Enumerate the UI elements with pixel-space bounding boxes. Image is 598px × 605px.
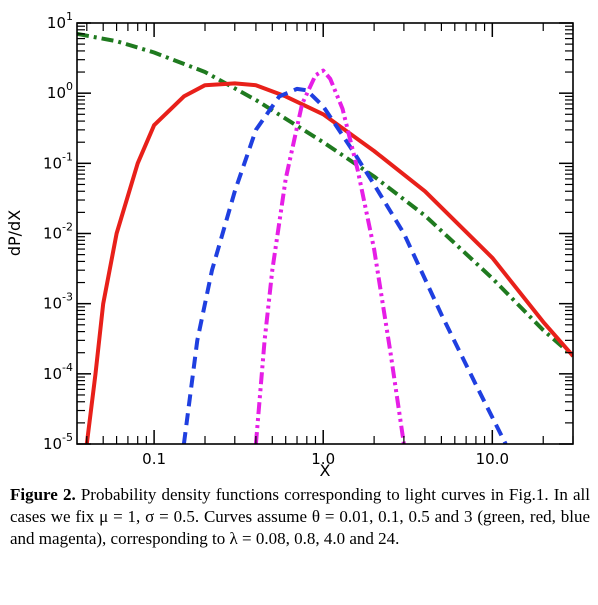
x-tick-label: 0.1 <box>142 450 166 468</box>
y-tick-label: 10-4 <box>43 361 73 383</box>
y-tick-label: 100 <box>47 80 73 102</box>
series-line-3 <box>181 86 508 444</box>
caption-text: Probability density functions correspond… <box>10 485 590 548</box>
y-tick-label: 10-1 <box>43 150 73 172</box>
y-tick-label: 10-2 <box>43 221 73 243</box>
x-tick-label: 1.0 <box>311 450 335 468</box>
y-tick-label: 10-5 <box>43 431 73 453</box>
series-line-2 <box>84 81 573 444</box>
chart: 0.1 1.0 10.0 101 100 10-1 10-2 10-3 10-4 10-5 X d… <box>5 10 574 480</box>
figure-caption: Figure 2. Probability density functions … <box>10 484 590 550</box>
x-axis-label: X <box>320 461 331 480</box>
caption-label: Figure 2. <box>10 485 76 504</box>
y-tick-label: 10-3 <box>43 291 73 313</box>
series-line-4 <box>253 68 406 444</box>
plot-frame <box>76 22 574 445</box>
x-tick-label: 10.0 <box>476 450 509 468</box>
series-line-1 <box>77 31 573 358</box>
y-axis-label: dP/dX <box>5 210 24 256</box>
y-tick-label: 101 <box>47 10 73 32</box>
